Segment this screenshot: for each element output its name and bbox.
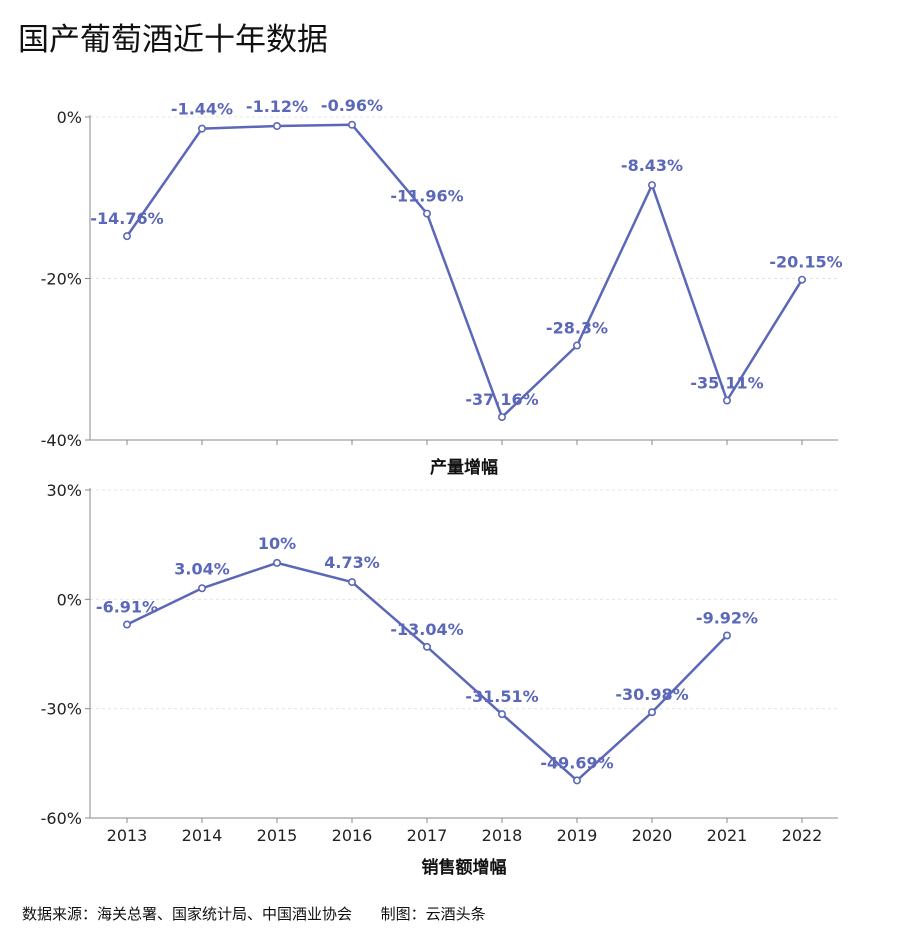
chart-title: 国产葡萄酒近十年数据 — [18, 22, 328, 58]
data-point — [572, 776, 581, 785]
y-tick-label: -60% — [41, 809, 82, 828]
data-point — [722, 631, 731, 640]
x-tick-label: 2015 — [257, 826, 298, 845]
series-line — [125, 123, 804, 419]
data-point — [347, 578, 356, 587]
data-label: -20.15% — [769, 253, 842, 272]
data-point — [422, 209, 431, 218]
x-tick-label: 2022 — [782, 826, 823, 845]
data-point — [347, 120, 356, 129]
data-label: -13.04% — [390, 620, 463, 639]
data-label: -8.43% — [621, 156, 683, 175]
data-point — [198, 584, 207, 593]
data-label: -49.69% — [540, 753, 613, 772]
data-label: -31.51% — [465, 687, 538, 706]
data-point — [497, 710, 506, 719]
y-tick-label: -40% — [41, 431, 82, 450]
data-label: -35.11% — [690, 374, 763, 393]
y-tick-label: 0% — [57, 590, 82, 609]
data-label: -9.92% — [696, 608, 758, 627]
data-label: -6.91% — [96, 598, 158, 617]
x-tick-label: 2018 — [482, 826, 523, 845]
x-axis-title: 销售额增幅 — [422, 857, 507, 878]
x-tick-label: 2019 — [557, 826, 598, 845]
data-point — [123, 620, 132, 629]
data-label: -30.98% — [615, 685, 688, 704]
data-label: 3.04% — [174, 559, 230, 578]
data-label: -28.3% — [546, 319, 608, 338]
data-point — [647, 708, 656, 717]
x-tick-label: 2020 — [632, 826, 673, 845]
data-label: -11.96% — [390, 187, 463, 206]
x-tick-label: 2016 — [332, 826, 373, 845]
y-tick-label: 0% — [57, 108, 82, 127]
x-tick-label: 2021 — [707, 826, 748, 845]
data-label: -1.44% — [171, 100, 233, 119]
data-point — [722, 396, 731, 405]
data-label: 4.73% — [324, 553, 380, 572]
x-tick-label: 2017 — [407, 826, 448, 845]
source-note: 数据来源：海关总署、国家统计局、中国酒业协会 制图：云酒头条 — [22, 905, 486, 923]
y-tick-label: 30% — [46, 481, 82, 500]
data-label: -0.96% — [321, 96, 383, 115]
data-point — [797, 275, 806, 284]
y-tick-label: -30% — [41, 700, 82, 719]
data-point — [572, 341, 581, 350]
y-tick-label: -20% — [41, 270, 82, 289]
data-point — [272, 558, 281, 567]
data-point — [198, 124, 207, 133]
data-point — [647, 181, 656, 190]
series-line — [126, 561, 728, 782]
data-point — [272, 122, 281, 131]
data-label: 10% — [258, 534, 296, 553]
data-point — [497, 413, 506, 422]
x-axis-title: 产量增幅 — [430, 457, 498, 478]
data-point — [422, 642, 431, 651]
x-tick-label: 2013 — [107, 826, 148, 845]
data-point — [123, 232, 132, 241]
data-label: -1.12% — [246, 97, 308, 116]
data-label: -14.76% — [90, 209, 163, 228]
data-label: -37.16% — [465, 390, 538, 409]
x-tick-label: 2014 — [182, 826, 223, 845]
